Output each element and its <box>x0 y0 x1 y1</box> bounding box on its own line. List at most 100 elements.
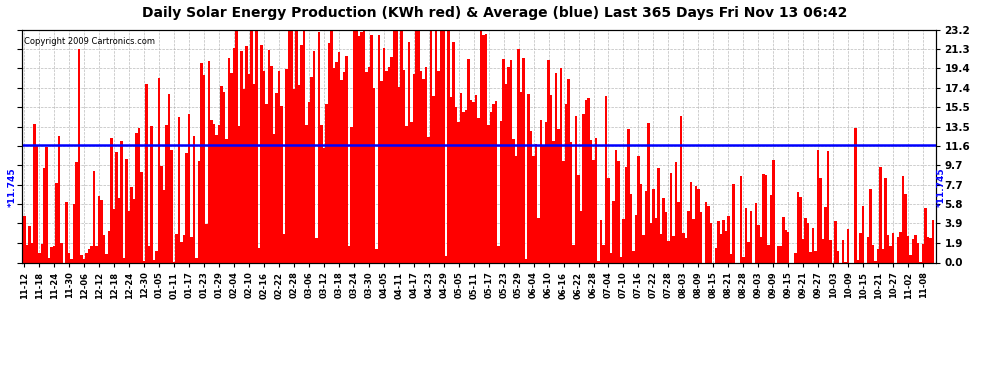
Bar <box>659 234 662 262</box>
Bar <box>375 249 377 262</box>
Bar <box>830 240 832 262</box>
Bar <box>443 27 445 262</box>
Bar <box>152 260 155 262</box>
Bar <box>298 85 300 262</box>
Bar <box>233 48 236 262</box>
Bar <box>607 178 610 262</box>
Bar <box>425 68 428 262</box>
Bar <box>195 258 198 262</box>
Bar <box>732 184 735 262</box>
Bar <box>897 237 899 262</box>
Bar <box>262 70 265 262</box>
Bar <box>685 238 687 262</box>
Bar <box>438 70 440 262</box>
Bar <box>628 129 630 262</box>
Bar <box>85 253 88 262</box>
Bar <box>185 153 188 262</box>
Bar <box>577 175 580 262</box>
Bar <box>385 71 387 262</box>
Bar <box>485 34 487 262</box>
Bar <box>533 156 535 262</box>
Bar <box>70 260 73 262</box>
Bar <box>749 211 752 262</box>
Bar <box>428 137 430 262</box>
Bar <box>168 94 170 262</box>
Bar <box>672 236 674 262</box>
Bar <box>330 29 333 262</box>
Bar <box>48 258 50 262</box>
Bar <box>111 138 113 262</box>
Bar <box>835 221 837 262</box>
Bar <box>46 147 48 262</box>
Bar <box>150 126 152 262</box>
Bar <box>597 261 600 262</box>
Bar <box>175 234 178 262</box>
Bar <box>146 84 148 262</box>
Bar <box>615 150 617 262</box>
Bar <box>141 172 143 262</box>
Bar <box>155 251 157 262</box>
Bar <box>680 116 682 262</box>
Bar <box>88 249 90 262</box>
Bar <box>462 112 465 262</box>
Bar <box>643 235 644 262</box>
Bar <box>290 27 293 262</box>
Bar <box>805 218 807 262</box>
Bar <box>715 248 717 262</box>
Bar <box>669 173 672 262</box>
Bar <box>717 221 720 262</box>
Bar <box>277 71 280 262</box>
Bar <box>600 220 602 262</box>
Bar <box>78 50 80 262</box>
Bar <box>585 100 587 262</box>
Bar <box>357 36 360 262</box>
Bar <box>842 240 844 262</box>
Bar <box>877 249 879 262</box>
Bar <box>664 212 667 262</box>
Bar <box>927 237 930 262</box>
Bar <box>610 254 612 262</box>
Bar <box>323 148 325 262</box>
Bar <box>318 32 320 262</box>
Bar <box>572 244 575 262</box>
Bar <box>445 256 447 262</box>
Bar <box>28 226 31 262</box>
Bar <box>350 127 352 262</box>
Bar <box>470 100 472 262</box>
Bar <box>65 201 68 262</box>
Bar <box>223 92 226 262</box>
Bar <box>565 104 567 262</box>
Bar <box>930 238 932 262</box>
Bar <box>128 211 131 262</box>
Bar <box>250 27 252 262</box>
Bar <box>825 207 827 262</box>
Bar <box>528 94 530 262</box>
Bar <box>892 232 894 262</box>
Bar <box>889 246 892 262</box>
Bar <box>822 239 825 262</box>
Bar <box>108 231 111 262</box>
Bar <box>575 116 577 262</box>
Bar <box>857 260 859 262</box>
Bar <box>423 79 425 262</box>
Bar <box>41 244 43 262</box>
Bar <box>183 235 185 262</box>
Bar <box>398 87 400 262</box>
Bar <box>654 218 657 262</box>
Bar <box>283 234 285 262</box>
Bar <box>367 67 370 262</box>
Bar <box>387 67 390 262</box>
Bar <box>300 45 303 262</box>
Text: *11.745: *11.745 <box>7 168 17 207</box>
Bar <box>559 68 562 262</box>
Bar <box>815 251 817 262</box>
Bar <box>408 42 410 262</box>
Bar <box>690 182 692 262</box>
Bar <box>757 225 759 262</box>
Bar <box>540 120 543 262</box>
Bar <box>932 219 935 262</box>
Bar <box>265 104 267 262</box>
Bar <box>869 189 872 262</box>
Bar <box>505 84 508 262</box>
Bar <box>482 35 485 262</box>
